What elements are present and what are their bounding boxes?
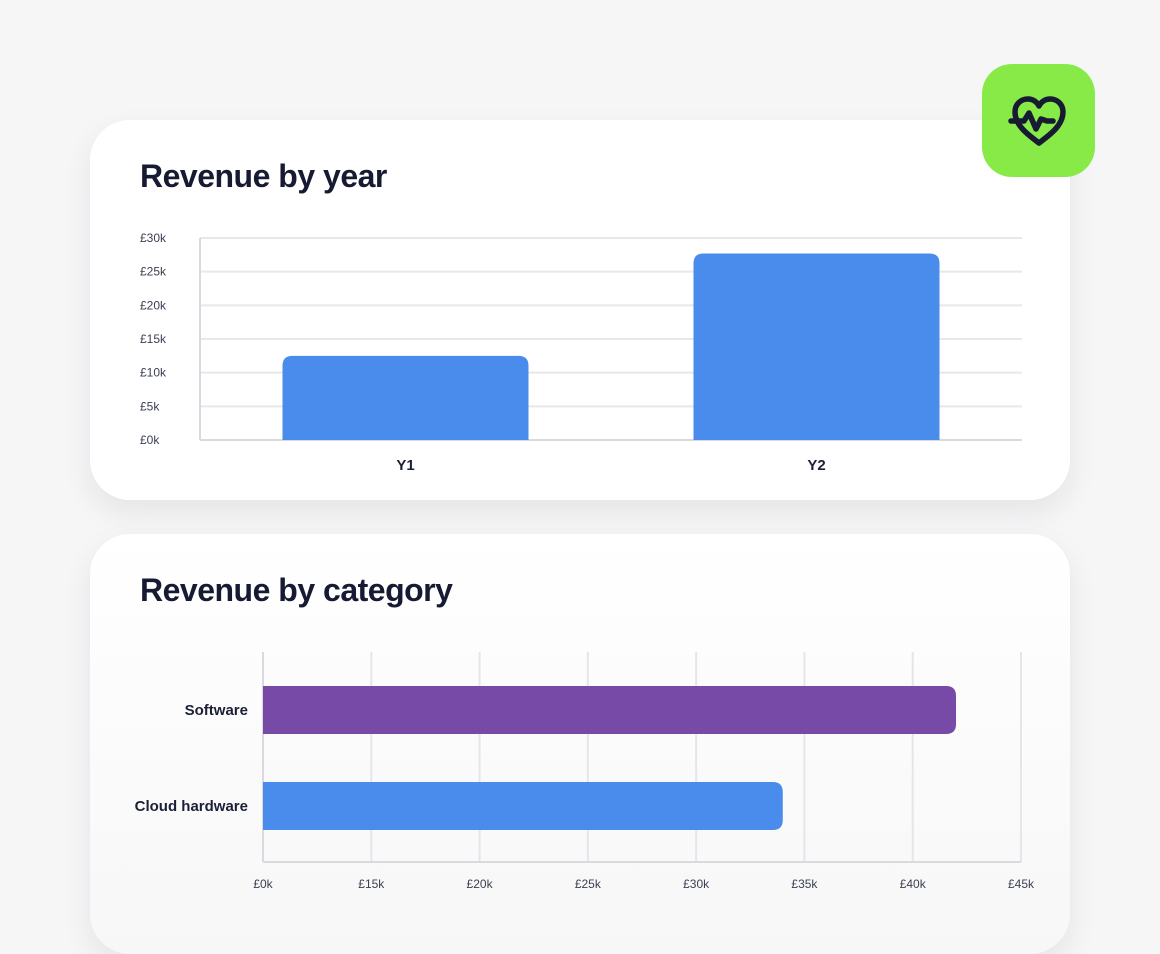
- x-tick-label: £20k: [467, 877, 494, 891]
- y-tick-label: £5k: [140, 399, 160, 413]
- chart-title: Revenue by category: [140, 572, 453, 608]
- y-tick-label: £15k: [140, 332, 167, 346]
- y-category-label: Cloud hardware: [135, 798, 248, 815]
- y-category-label: Software: [185, 702, 248, 719]
- bar-y1: [282, 355, 529, 440]
- x-category-label: Y2: [807, 457, 825, 474]
- revenue-by-category-chart: £0k £15k £20k £25k £30k £35k £40k £45k Software C…: [135, 652, 1035, 891]
- x-tick-label: £45k: [1008, 877, 1035, 891]
- y-tick-label: £0k: [140, 433, 160, 447]
- revenue-by-category-card: Revenue by category £0k £15k £20k £25k £30k £…: [90, 534, 1070, 954]
- x-tick-label: £15k: [358, 877, 385, 891]
- x-tick-label: £30k: [683, 877, 710, 891]
- y-tick-label: £30k: [140, 231, 167, 245]
- revenue-by-year-card: Revenue by year £0k £5k £10k £15k £20k £25k £3…: [90, 120, 1070, 500]
- heart-pulse-icon: [1007, 95, 1066, 146]
- bar-software: [263, 686, 957, 734]
- chart-title: Revenue by year: [140, 158, 387, 194]
- x-tick-label: £35k: [791, 877, 818, 891]
- x-category-label: Y1: [396, 457, 414, 474]
- bar-y2: [693, 253, 940, 440]
- y-tick-label: £25k: [140, 265, 167, 279]
- app-badge[interactable]: [982, 64, 1095, 177]
- y-tick-label: £20k: [140, 298, 167, 312]
- x-tick-label: £40k: [900, 877, 927, 891]
- x-tick-label: £0k: [253, 877, 273, 891]
- bar-cloud-hardware: [263, 782, 783, 830]
- revenue-by-year-chart: £0k £5k £10k £15k £20k £25k £30k Y1 Y2: [140, 231, 1022, 474]
- y-tick-label: £10k: [140, 366, 167, 380]
- x-tick-label: £25k: [575, 877, 602, 891]
